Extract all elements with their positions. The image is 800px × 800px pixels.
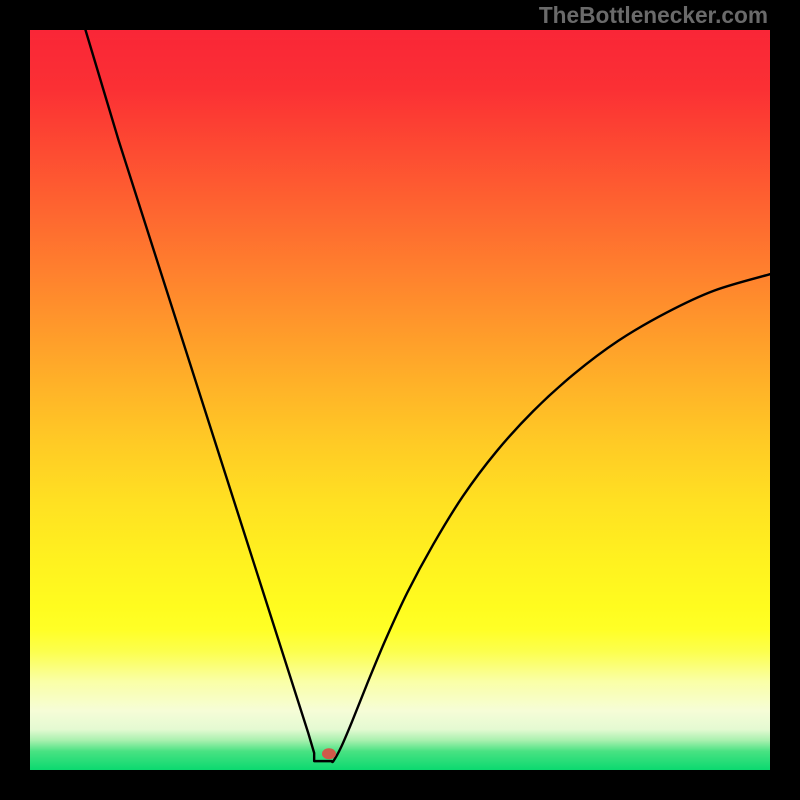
chart-svg: [30, 30, 770, 770]
optimal-point-marker: [322, 748, 336, 759]
plot-area: [30, 30, 770, 770]
gradient-background: [30, 30, 770, 770]
chart-container: TheBottlenecker.com: [0, 0, 800, 800]
watermark-text: TheBottlenecker.com: [539, 2, 768, 29]
